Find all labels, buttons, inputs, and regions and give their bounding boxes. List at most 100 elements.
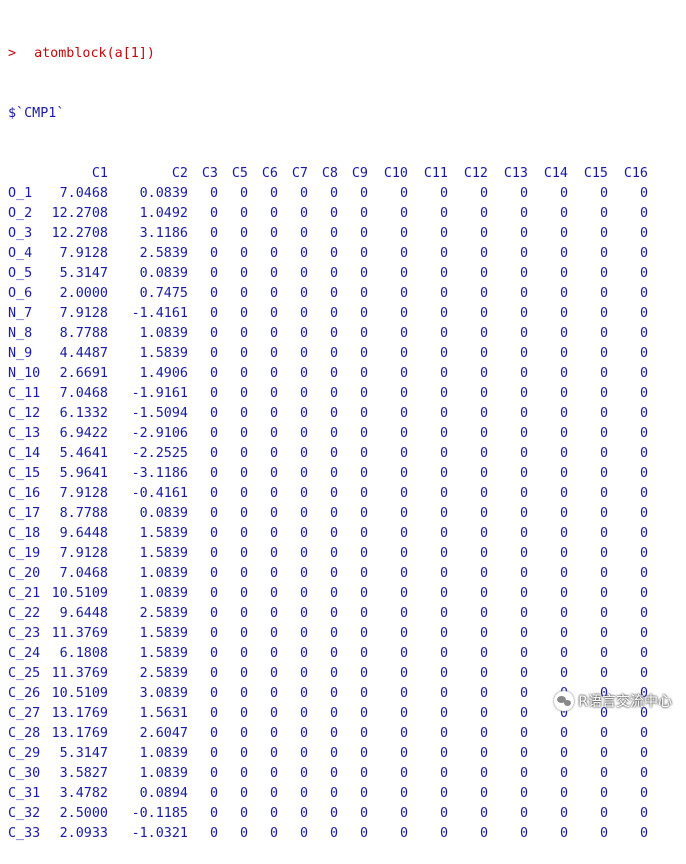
row-name: O_2 (8, 206, 33, 221)
table-cell: 0 (329, 666, 338, 681)
column-header-row: C1 C2 C3 C5 C6 C7 C8 C9 C10 C11 C12 C13 … (8, 164, 648, 184)
table-cell: 0 (359, 186, 368, 201)
table-cell: 0 (479, 806, 488, 821)
table-cell: 0 (239, 186, 248, 201)
table-cell: 0 (599, 226, 608, 241)
table-cell: 0 (559, 486, 568, 501)
table-cell: 0 (479, 306, 488, 321)
table-cell: 0 (299, 246, 308, 261)
list-element-name: $`CMP1` (8, 106, 65, 121)
table-cell: 0 (639, 446, 648, 461)
table-cell: 0 (639, 726, 648, 741)
table-cell: 0 (209, 806, 218, 821)
table-cell: 0 (599, 646, 608, 661)
table-cell: 0 (399, 486, 408, 501)
table-cell: 0 (399, 606, 408, 621)
table-cell: 0 (359, 626, 368, 641)
table-cell: 0 (479, 506, 488, 521)
table-cell: 0 (479, 606, 488, 621)
table-cell: 0 (209, 606, 218, 621)
table-cell: 0 (329, 326, 338, 341)
table-cell: 0 (639, 426, 648, 441)
table-cell: 3.5827 (59, 766, 108, 781)
column-header: C14 (543, 166, 568, 181)
table-cell: 0 (399, 726, 408, 741)
table-cell: 0 (399, 546, 408, 561)
table-cell: 0 (329, 206, 338, 221)
table-cell: 7.9128 (59, 546, 108, 561)
table-cell: 7.9128 (59, 246, 108, 261)
table-cell: 0 (239, 566, 248, 581)
table-cell: 0 (359, 226, 368, 241)
table-cell: 0 (239, 306, 248, 321)
table-cell: 0 (399, 586, 408, 601)
table-cell: 0 (299, 686, 308, 701)
table-cell: 0 (519, 586, 528, 601)
table-cell: 0 (399, 286, 408, 301)
column-header: C13 (503, 166, 528, 181)
table-cell: 0 (639, 666, 648, 681)
table-cell: 0 (209, 306, 218, 321)
table-cell: 6.1332 (59, 406, 108, 421)
table-cell: 0 (239, 266, 248, 281)
table-cell: 0 (599, 526, 608, 541)
row-name: C_12 (8, 406, 41, 421)
table-cell: 0 (209, 346, 218, 361)
table-cell: 0 (519, 266, 528, 281)
table-row: C_15 5.9641 -3.1186 0 0 0 0 0 0 0 0 0 0 0 0 0 (8, 464, 648, 484)
table-cell: 0 (599, 626, 608, 641)
table-cell: 0 (269, 786, 278, 801)
table-cell: 0 (329, 466, 338, 481)
table-cell: 0 (359, 706, 368, 721)
table-cell: 0 (239, 526, 248, 541)
table-cell: 0 (639, 806, 648, 821)
table-cell: 0 (239, 586, 248, 601)
table-cell: 0 (519, 826, 528, 841)
table-row: C_17 8.7788 0.0839 0 0 0 0 0 0 0 0 0 0 0 0 0 (8, 504, 648, 524)
column-header: C12 (463, 166, 488, 181)
table-cell: 0 (559, 786, 568, 801)
table-cell: 0 (519, 286, 528, 301)
table-cell: 0 (479, 386, 488, 401)
table-cell: 8.7788 (59, 326, 108, 341)
table-cell: 0 (359, 306, 368, 321)
row-name: N_10 (8, 366, 41, 381)
table-cell: 0 (639, 826, 648, 841)
table-cell: 0 (269, 626, 278, 641)
table-cell: 0 (269, 706, 278, 721)
table-cell: 0 (209, 266, 218, 281)
table-cell: 0 (399, 506, 408, 521)
table-cell: 0 (639, 206, 648, 221)
table-cell: 0 (209, 426, 218, 441)
table-cell: 0 (639, 706, 648, 721)
row-name: C_29 (8, 746, 41, 761)
table-cell: 0 (479, 426, 488, 441)
table-cell: 0 (209, 386, 218, 401)
table-cell: 0 (329, 786, 338, 801)
table-row: O_1 7.0468 0.0839 0 0 0 0 0 0 0 0 0 0 0 0 0 (8, 184, 648, 204)
table-cell: 0 (599, 486, 608, 501)
table-cell: 0 (359, 246, 368, 261)
table-cell: 0 (519, 546, 528, 561)
table-cell: 0 (519, 446, 528, 461)
table-cell: 0 (639, 746, 648, 761)
table-cell: 0 (209, 466, 218, 481)
table-cell: 0 (269, 226, 278, 241)
table-row: N_7 7.9128 -1.4161 0 0 0 0 0 0 0 0 0 0 0 0 0 (8, 304, 648, 324)
table-cell: 0 (209, 706, 218, 721)
table-cell: 0 (209, 726, 218, 741)
row-name: C_32 (8, 806, 41, 821)
table-cell: 0 (639, 486, 648, 501)
column-header: C9 (351, 166, 368, 181)
table-cell: 0 (639, 306, 648, 321)
row-name: N_8 (8, 326, 33, 341)
table-row: C_16 7.9128 -0.4161 0 0 0 0 0 0 0 0 0 0 0 0 0 (8, 484, 648, 504)
table-row: O_3 12.2708 3.1186 0 0 0 0 0 0 0 0 0 0 0 0 0 (8, 224, 648, 244)
table-cell: 0 (519, 386, 528, 401)
table-cell: 0 (299, 206, 308, 221)
table-cell: 0 (439, 466, 448, 481)
table-cell: 0 (239, 666, 248, 681)
table-cell: 0 (359, 526, 368, 541)
table-cell: 1.5839 (139, 546, 188, 561)
table-cell: 0 (269, 726, 278, 741)
